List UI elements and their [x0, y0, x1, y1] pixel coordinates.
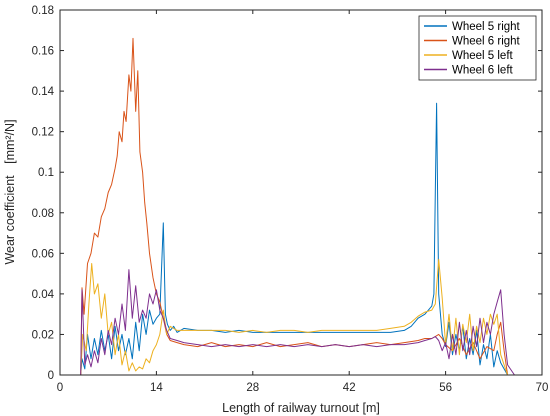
- y-tick-label: 0.1: [38, 167, 54, 179]
- x-tick-label: 14: [150, 382, 163, 394]
- y-tick-label: 0: [48, 370, 54, 382]
- legend-item: Wheel 5 left: [424, 50, 514, 62]
- x-tick-label: 70: [536, 382, 549, 394]
- y-tick-label: 0.02: [32, 329, 54, 341]
- y-tick-label: 0.12: [32, 127, 54, 139]
- y-tick-label: 0.04: [32, 289, 55, 301]
- legend-label: Wheel 5 right: [452, 21, 521, 33]
- legend: Wheel 5 right Wheel 6 right Wheel 5 left Wh…: [418, 15, 537, 81]
- y-tick-label: 0.06: [32, 248, 54, 260]
- legend-label: Wheel 5 left: [452, 50, 514, 62]
- x-tick-label: 42: [343, 382, 356, 394]
- legend-label: Wheel 6 left: [452, 65, 514, 77]
- y-tick-label: 0.08: [32, 208, 54, 220]
- legend-label: Wheel 6 right: [452, 36, 521, 48]
- y-axis-ticks: 0 0.02 0.04 0.06 0.08 0.1 0.12 0.14 0.16 0.18: [32, 5, 542, 382]
- x-axis-ticks: 0 14 28 42 56 70: [57, 10, 549, 394]
- x-axis-label: Length of railway turnout [m]: [222, 401, 380, 415]
- y-tick-label: 0.14: [32, 86, 55, 98]
- y-tick-label: 0.16: [32, 46, 54, 58]
- x-tick-label: 0: [57, 382, 63, 394]
- plot-frame: [59, 9, 543, 376]
- y-axis-label: Wear coefficient [mm²/N]: [3, 119, 17, 264]
- legend-item: Wheel 6 left: [424, 65, 514, 77]
- series-layer: [60, 37, 542, 376]
- y-tick-label: 0.18: [32, 5, 54, 17]
- series-line-wheel-6-left: [60, 269, 542, 376]
- y-axis-label-unit: [mm²/N]: [3, 119, 17, 163]
- series-line-wheel-5-left: [60, 258, 542, 376]
- y-axis-label-main: Wear coefficient: [3, 175, 17, 265]
- series-line-wheel-6-right: [60, 37, 542, 376]
- legend-item: Wheel 6 right: [424, 36, 521, 48]
- legend-item: Wheel 5 right: [424, 21, 521, 33]
- x-tick-label: 28: [246, 382, 259, 394]
- x-tick-label: 56: [439, 382, 452, 394]
